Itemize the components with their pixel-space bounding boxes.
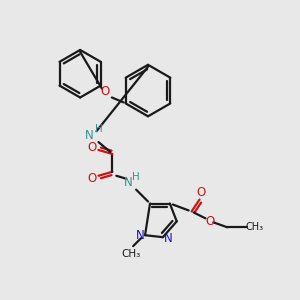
Text: N: N — [85, 129, 94, 142]
Text: N: N — [124, 176, 133, 189]
Text: H: H — [94, 124, 102, 134]
Text: O: O — [87, 140, 96, 154]
Text: N: N — [136, 229, 145, 242]
Text: O: O — [196, 186, 205, 199]
Text: H: H — [132, 172, 140, 182]
Text: CH₃: CH₃ — [122, 249, 141, 259]
Text: O: O — [87, 172, 96, 185]
Text: CH₃: CH₃ — [246, 222, 264, 232]
Text: N: N — [164, 232, 172, 245]
Text: O: O — [206, 215, 215, 228]
Text: O: O — [100, 85, 110, 98]
